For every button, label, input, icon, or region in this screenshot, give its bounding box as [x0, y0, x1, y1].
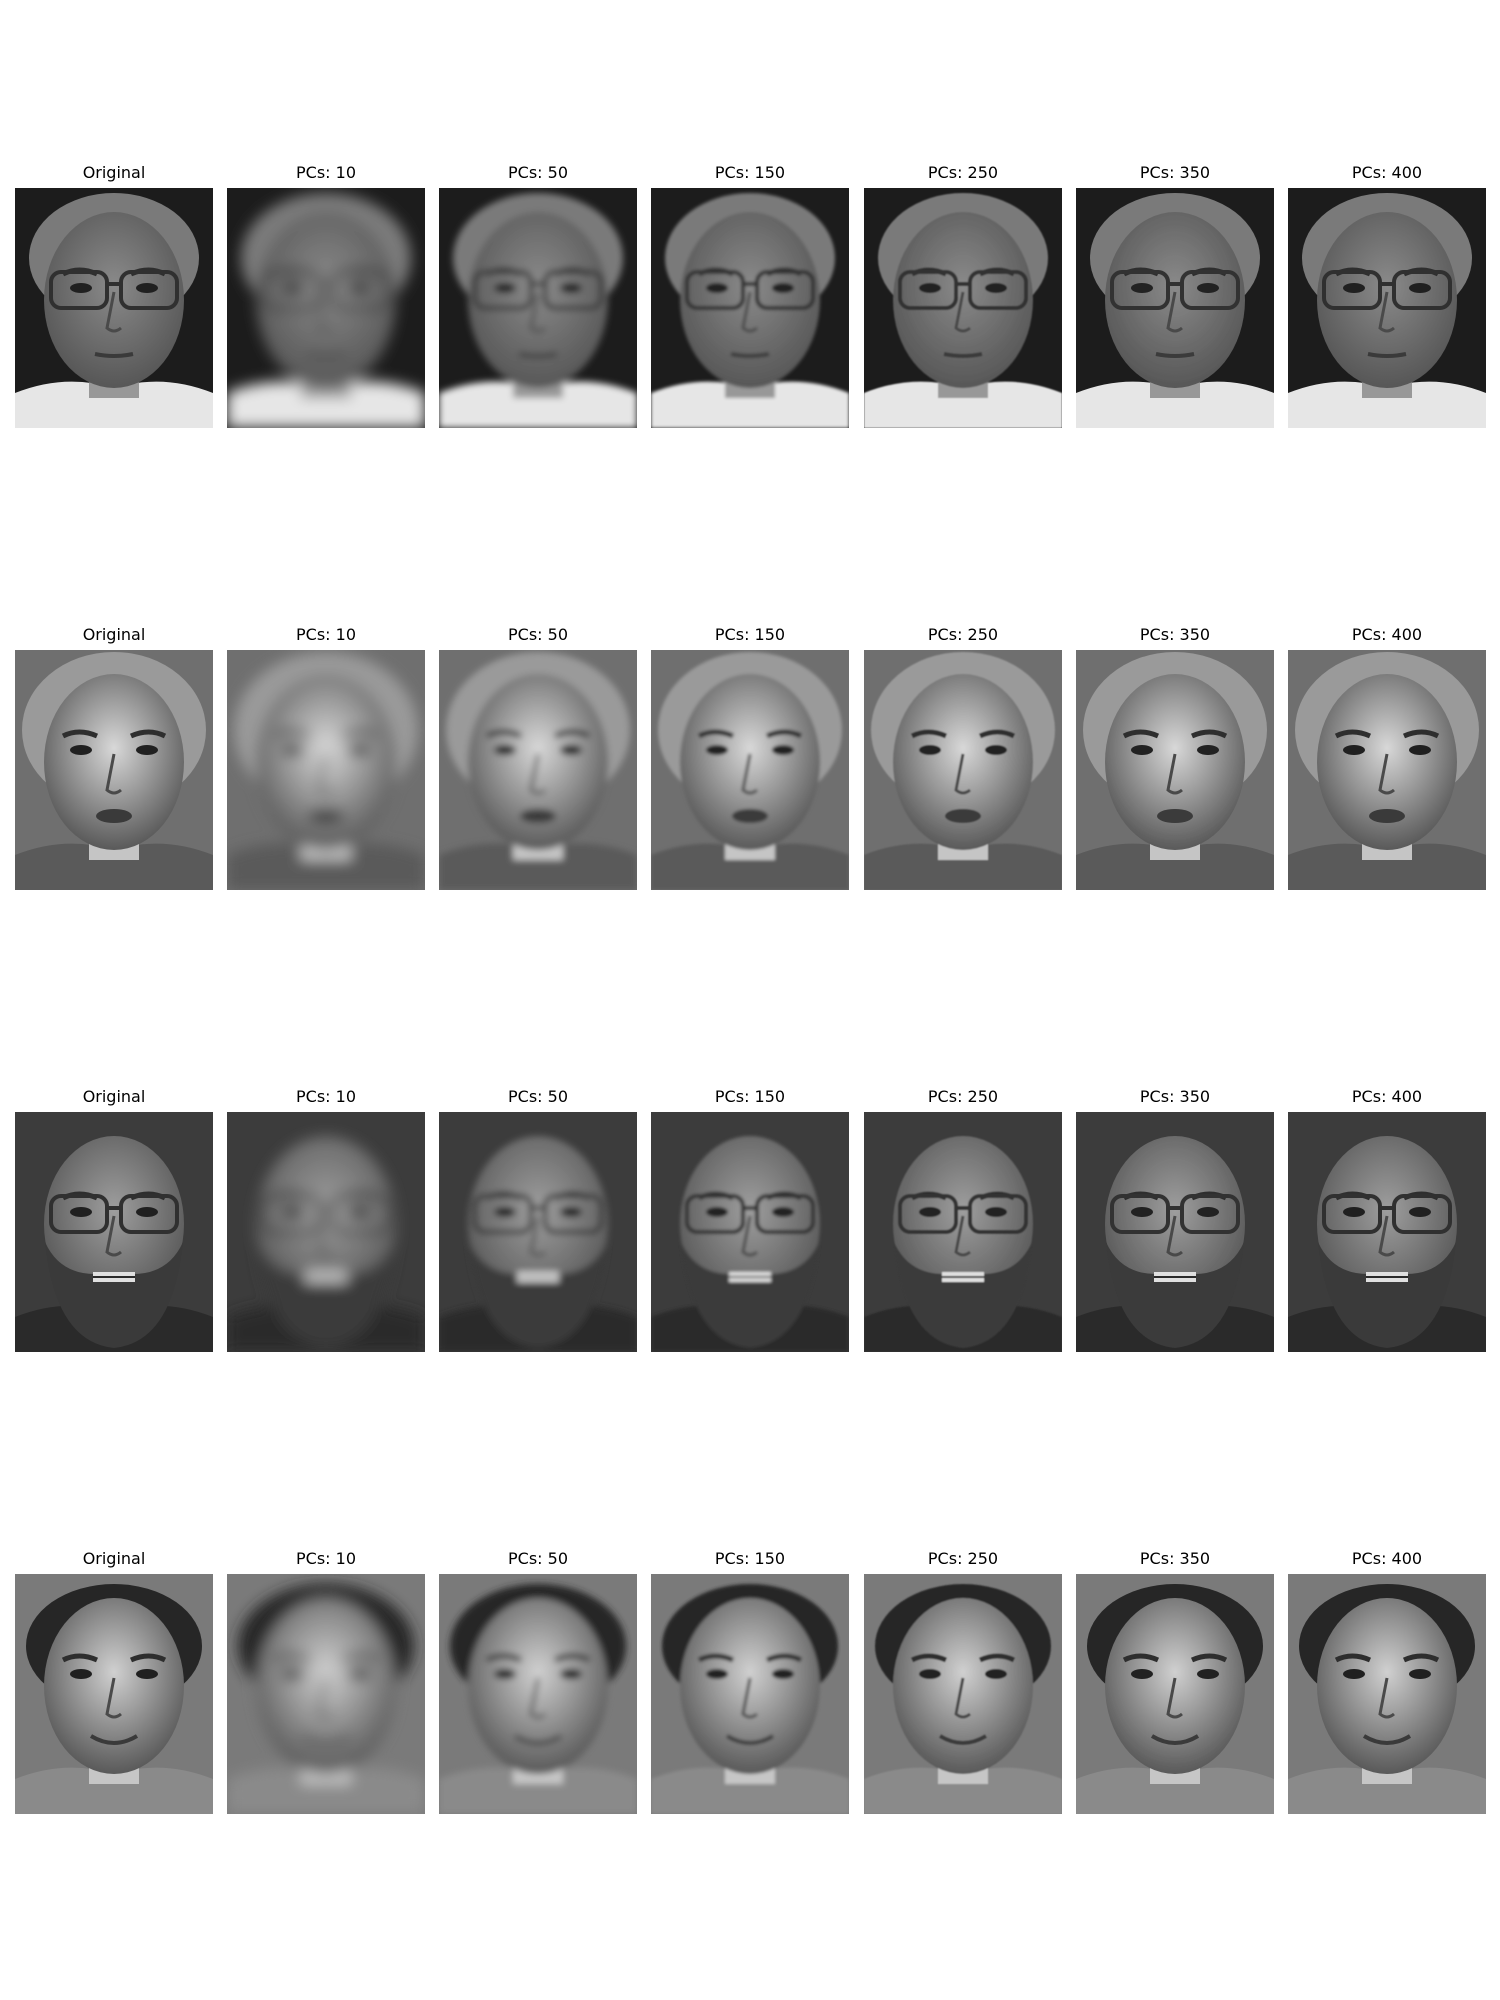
panel-title: PCs: 400: [1351, 1087, 1423, 1106]
reconstructed-face-image: [227, 1112, 425, 1352]
original-face-image: [15, 650, 213, 890]
reconstructed-face-image: [651, 188, 849, 428]
panel-title: PCs: 400: [1351, 163, 1423, 182]
reconstructed-face-image: [864, 650, 1062, 890]
reconstructed-face-image: [227, 650, 425, 890]
panel-title: PCs: 250: [927, 163, 999, 182]
reconstructed-face-image: [1288, 188, 1486, 428]
panel-title: PCs: 50: [508, 1549, 568, 1568]
reconstructed-face-image: [227, 188, 425, 428]
panel-title: PCs: 400: [1351, 1549, 1423, 1568]
panel-title: PCs: 150: [714, 163, 786, 182]
panel-title: PCs: 150: [714, 625, 786, 644]
reconstructed-face-image: [439, 650, 637, 890]
panel-title: PCs: 350: [1139, 1549, 1211, 1568]
panel-title: PCs: 50: [508, 1087, 568, 1106]
panel-title: PCs: 10: [296, 1087, 356, 1106]
panel-title: PCs: 10: [296, 625, 356, 644]
reconstructed-face-image: [1076, 1112, 1274, 1352]
panel-title: PCs: 350: [1139, 163, 1211, 182]
panel-title: PCs: 50: [508, 163, 568, 182]
panel-title: PCs: 10: [296, 1549, 356, 1568]
reconstructed-face-image: [1288, 1574, 1486, 1814]
panel-title: PCs: 350: [1139, 1087, 1211, 1106]
panel-title: PCs: 400: [1351, 625, 1423, 644]
reconstructed-face-image: [651, 1574, 849, 1814]
panel-title: PCs: 250: [927, 625, 999, 644]
panel-title: Original: [82, 163, 146, 182]
reconstructed-face-image: [1288, 650, 1486, 890]
panel-title: PCs: 10: [296, 163, 356, 182]
panel-title: Original: [82, 1549, 146, 1568]
reconstructed-face-image: [1076, 188, 1274, 428]
panel-title: Original: [82, 625, 146, 644]
reconstructed-face-image: [439, 1112, 637, 1352]
panel-title: PCs: 150: [714, 1087, 786, 1106]
reconstructed-face-image: [864, 1574, 1062, 1814]
reconstructed-face-image: [864, 188, 1062, 428]
reconstructed-face-image: [651, 1112, 849, 1352]
panel-title: PCs: 250: [927, 1087, 999, 1106]
reconstructed-face-image: [227, 1574, 425, 1814]
panel-title: PCs: 250: [927, 1549, 999, 1568]
reconstructed-face-image: [439, 188, 637, 428]
panel-title: PCs: 50: [508, 625, 568, 644]
panel-title: PCs: 150: [714, 1549, 786, 1568]
original-face-image: [15, 1112, 213, 1352]
reconstructed-face-image: [1288, 1112, 1486, 1352]
reconstructed-face-image: [439, 1574, 637, 1814]
reconstructed-face-image: [1076, 1574, 1274, 1814]
reconstructed-face-image: [1076, 650, 1274, 890]
reconstructed-face-image: [651, 650, 849, 890]
panel-title: PCs: 350: [1139, 625, 1211, 644]
panel-title: Original: [82, 1087, 146, 1106]
reconstructed-face-image: [864, 1112, 1062, 1352]
original-face-image: [15, 1574, 213, 1814]
original-face-image: [15, 188, 213, 428]
